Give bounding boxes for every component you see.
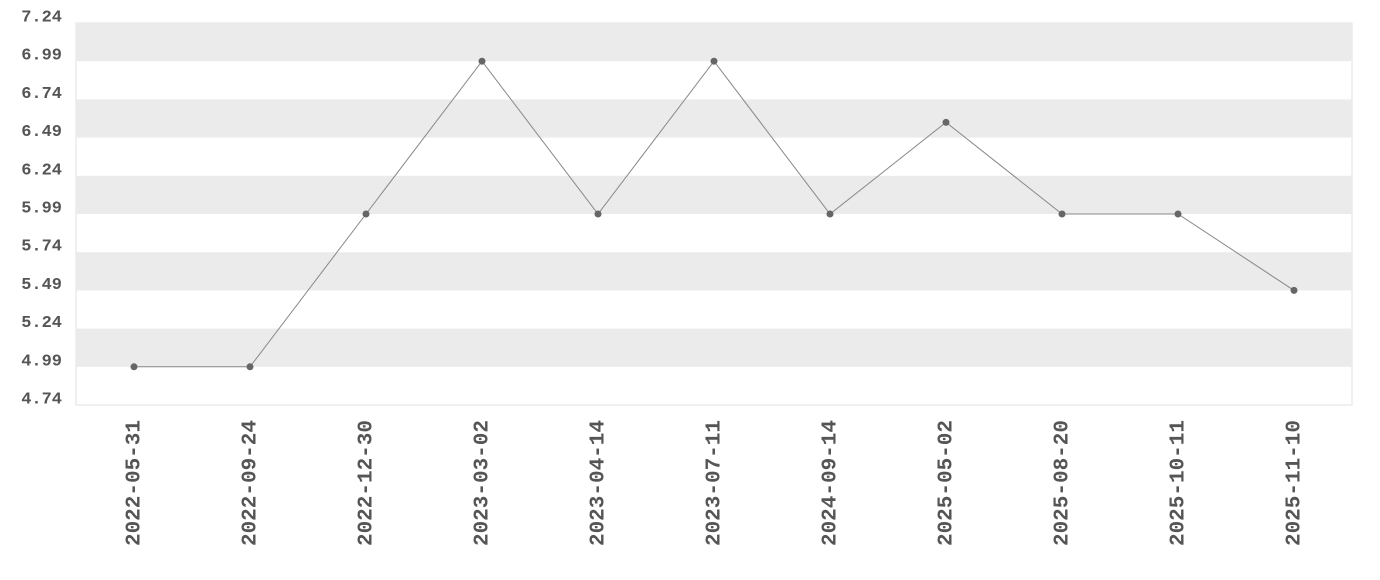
marker [1174,210,1182,218]
y-tick-label: 5.24 [21,314,62,333]
marker [246,363,254,371]
grid-band [76,252,1352,291]
x-tick-label: 2023-07-11 [704,420,727,546]
marker [710,57,718,65]
marker [826,210,834,218]
x-tick-label: 2025-08-20 [1052,420,1075,546]
x-tick-label: 2023-04-14 [588,420,611,546]
y-tick-label: 6.49 [21,123,62,142]
marker [594,210,602,218]
grid-band [76,328,1352,367]
y-tick-label: 7.24 [21,8,62,27]
x-tick-label: 2024-09-14 [820,420,843,546]
y-tick-label: 6.74 [21,85,62,104]
y-tick-label: 5.49 [21,276,62,295]
x-tick-label: 2022-12-30 [356,420,379,546]
y-tick-label: 5.99 [21,199,62,218]
y-tick-label: 5.74 [21,238,62,257]
marker [942,118,950,126]
y-tick-label: 6.24 [21,161,62,180]
y-tick-label: 4.99 [21,352,62,371]
x-tick-label: 2023-03-02 [472,420,495,546]
x-tick-label: 2025-05-02 [936,420,959,546]
marker [362,210,370,218]
y-tick-label: 6.99 [21,47,62,66]
x-tick-label: 2022-09-24 [240,420,263,546]
x-tick-label: 2025-11-10 [1284,420,1307,546]
grid-band [76,23,1352,62]
grid-band [76,99,1352,138]
y-tick-label: 4.74 [21,390,62,409]
marker [1290,286,1298,294]
marker [130,363,138,371]
marker [478,57,486,65]
x-tick-label: 2022-05-31 [124,420,147,546]
grid-band [76,175,1352,214]
x-tick-label: 2025-10-11 [1168,420,1191,546]
marker [1058,210,1066,218]
